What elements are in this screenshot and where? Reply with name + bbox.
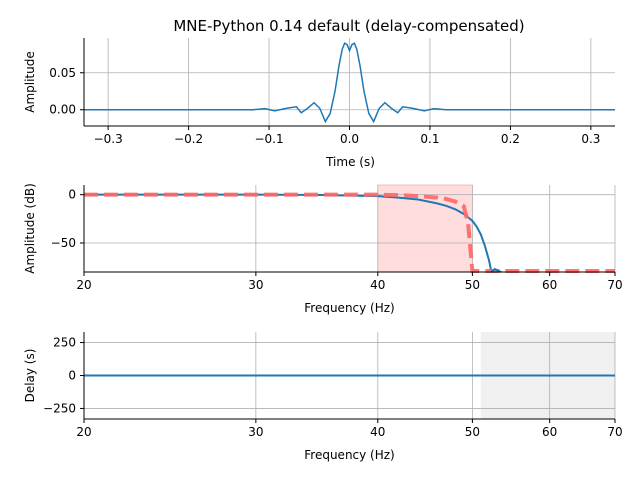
x-tick-label: 60 — [542, 278, 557, 292]
x-axis-label: Frequency (Hz) — [304, 301, 395, 315]
x-tick-label: 0.2 — [501, 132, 520, 146]
y-tick-label: 0.05 — [49, 66, 76, 80]
y-axis-label: Delay (s) — [23, 349, 37, 403]
x-tick-label: 0.1 — [420, 132, 439, 146]
figure-title: MNE-Python 0.14 default (delay-compensat… — [173, 17, 524, 35]
ideal-response-line — [84, 192, 615, 274]
x-tick-label: 0.0 — [340, 132, 359, 146]
y-tick-label: 0 — [68, 369, 76, 383]
y-tick-label: 0 — [68, 188, 76, 202]
x-tick-label: 20 — [76, 425, 91, 439]
x-tick-label: 30 — [248, 425, 263, 439]
x-axis-label: Time (s) — [325, 155, 375, 169]
x-tick-label: 70 — [607, 278, 622, 292]
impulse-series-line — [84, 42, 615, 124]
y-tick-label: 250 — [53, 336, 76, 350]
y-axis-label: Amplitude — [23, 51, 37, 113]
x-tick-label: 0.3 — [581, 132, 600, 146]
x-tick-label: 40 — [370, 425, 385, 439]
x-tick-label: 50 — [465, 425, 480, 439]
panel-delay: 20 30 40 50 60 70 250 0 −250 Frequency (Hz) Delay … — [23, 332, 623, 462]
panel-impulse: −0.3 −0.2 −0.1 0.0 0.1 0.2 0.3 0.00 0.05 Time (s)… — [23, 38, 615, 169]
y-tick-label: −50 — [51, 236, 76, 250]
x-tick-label: 60 — [542, 425, 557, 439]
y-axis-label: Amplitude (dB) — [23, 183, 37, 274]
x-tick-label: 20 — [76, 278, 91, 292]
x-axis-label: Frequency (Hz) — [304, 448, 395, 462]
x-tick-label: 70 — [607, 425, 622, 439]
x-tick-label: −0.1 — [254, 132, 283, 146]
x-tick-label: 50 — [465, 278, 480, 292]
y-tick-label: −250 — [43, 401, 76, 415]
x-tick-label: 40 — [370, 278, 385, 292]
x-tick-label: −0.2 — [174, 132, 203, 146]
x-tick-label: 30 — [248, 278, 263, 292]
magnitude-ripple-line — [490, 267, 502, 273]
y-tick-label: 0.00 — [49, 103, 76, 117]
panel-magnitude: 20 30 40 50 60 70 0 −50 Frequency (Hz) Amplitude … — [23, 183, 623, 315]
x-tick-label: −0.3 — [94, 132, 123, 146]
